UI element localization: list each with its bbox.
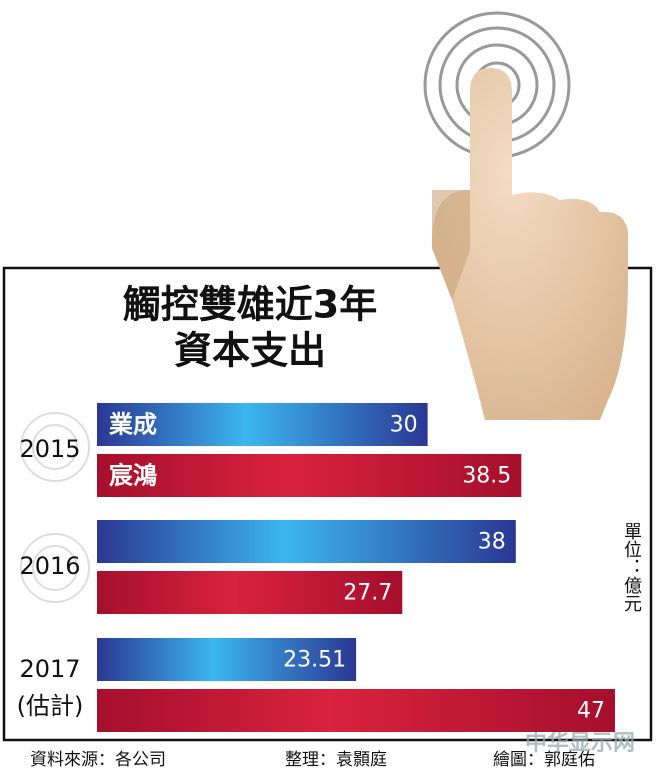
- value-label: 30: [390, 413, 418, 438]
- series-label: 宸鴻: [109, 462, 157, 490]
- editor: 整理：袁顥庭: [285, 750, 387, 770]
- bar: [97, 638, 357, 681]
- bar: [97, 571, 403, 614]
- series-label: 業成: [109, 411, 157, 439]
- value-label: 38.5: [462, 464, 511, 489]
- chart-title: 資本支出: [174, 329, 326, 373]
- hand: [431, 68, 628, 420]
- value-label: 38: [478, 530, 506, 555]
- panel-border: [2, 266, 653, 742]
- artist: 繪圖：郭庭佑: [493, 750, 595, 770]
- bar: [97, 520, 516, 563]
- source: 資料來源：各公司: [30, 750, 166, 770]
- category-label: 2015: [19, 435, 80, 463]
- value-label: 27.7: [343, 581, 392, 606]
- category-label: 2017: [19, 655, 80, 683]
- unit-label: 單位：億元: [621, 522, 642, 612]
- bar: [97, 403, 428, 446]
- bar: [97, 689, 615, 732]
- value-label: 47: [577, 699, 605, 724]
- value-label: 23.51: [283, 648, 346, 673]
- category-note: (估計): [17, 692, 84, 720]
- deco-rings: [20, 412, 90, 603]
- thumb-shadow: [432, 190, 470, 300]
- category-label: 2016: [19, 552, 80, 580]
- bar: [97, 454, 522, 497]
- chart-title: 觸控雙雄近3年: [123, 283, 377, 327]
- watermark: 中华显示网: [525, 730, 635, 756]
